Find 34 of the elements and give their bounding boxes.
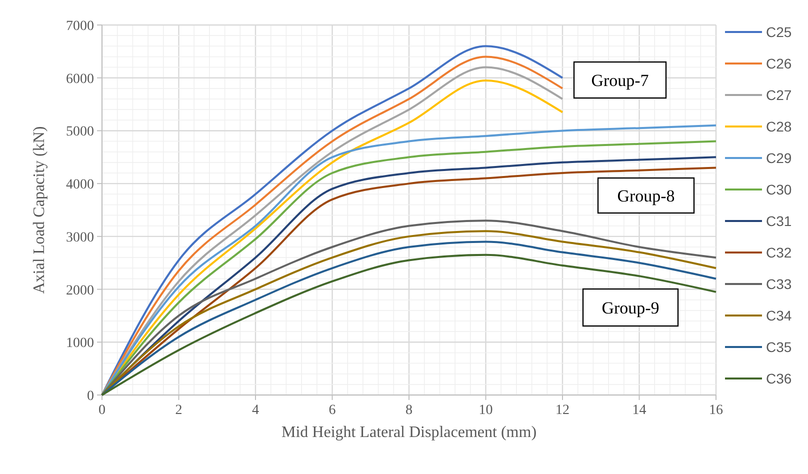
y-tick-label: 2000	[66, 283, 94, 298]
x-tick-label: 16	[709, 403, 723, 418]
legend-label: C32	[766, 244, 792, 260]
annotation: Group-8	[617, 186, 675, 206]
legend-label: C29	[766, 150, 792, 166]
y-tick-label: 5000	[66, 124, 94, 140]
x-tick-label: 12	[556, 403, 570, 418]
y-tick-label: 6000	[66, 72, 94, 87]
y-tick-label: 0	[87, 389, 94, 404]
x-tick-label: 6	[328, 403, 336, 418]
legend-label: C33	[766, 276, 792, 292]
x-tick-label: 8	[406, 403, 412, 418]
legend-label: C27	[766, 87, 792, 103]
x-tick-label: 4	[252, 403, 259, 418]
y-tick-label: 7000	[66, 19, 94, 34]
legend-label: C35	[766, 339, 792, 355]
x-axis-title: Mid Height Lateral Displacement (mm)	[281, 424, 537, 441]
x-tick-label: 2	[175, 403, 182, 418]
legend-label: C28	[766, 118, 792, 134]
y-axis-title: Axial Load Capacity (kN)	[31, 126, 48, 294]
legend-label: C25	[766, 24, 792, 40]
legend-label: C31	[766, 213, 792, 229]
y-tick-label: 3000	[66, 230, 94, 246]
y-tick-label: 1000	[66, 336, 94, 352]
y-tick-label: 4000	[66, 178, 94, 193]
x-tick-label: 14	[632, 403, 646, 418]
legend-label: C36	[766, 370, 792, 386]
legend-label: C34	[766, 308, 792, 324]
x-tick-label: 10	[478, 403, 493, 418]
legend-label: C30	[766, 182, 792, 198]
x-tick-label: 0	[98, 403, 106, 418]
legend-label: C26	[766, 56, 792, 72]
annotation: Group-7	[591, 71, 650, 90]
annotation: Group-9	[602, 298, 660, 318]
